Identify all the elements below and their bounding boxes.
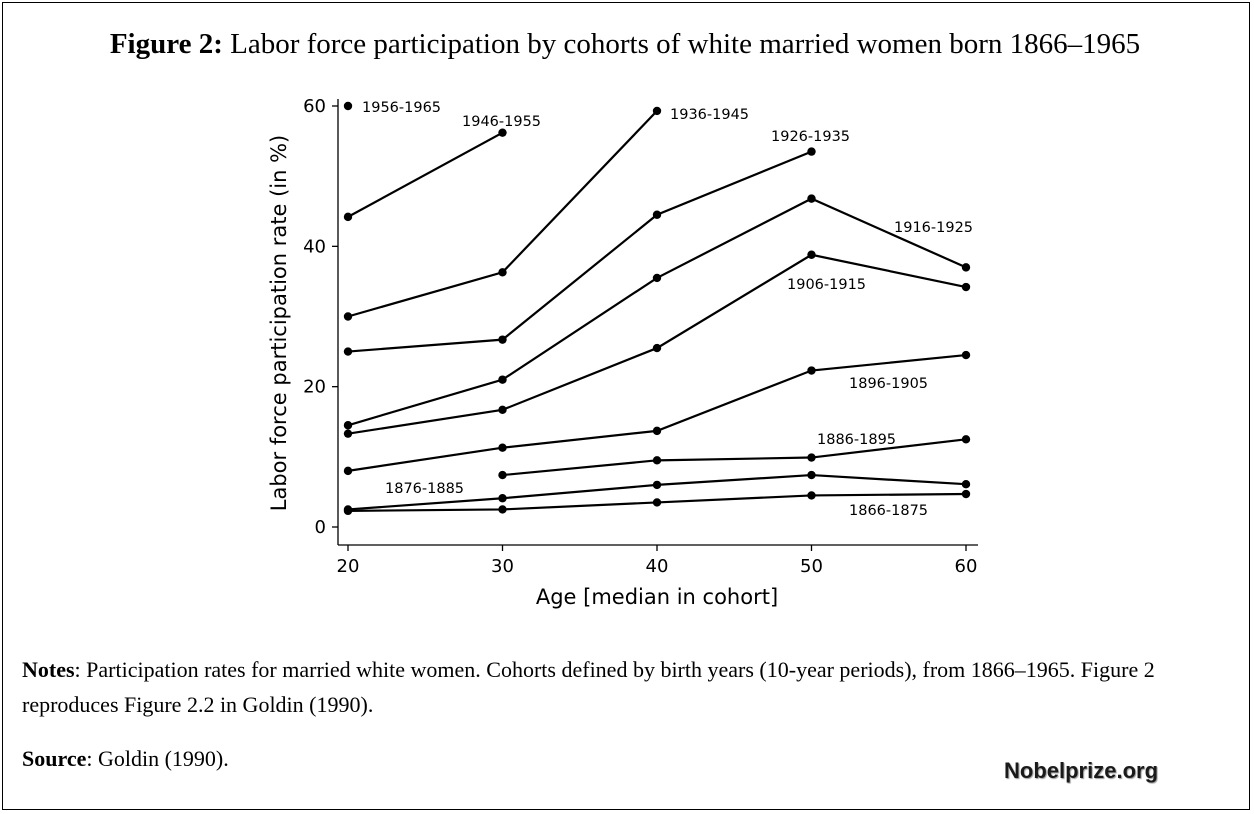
x-tick-label: 40 xyxy=(646,556,669,577)
data-point xyxy=(498,405,507,415)
source-label: Source xyxy=(22,746,87,771)
notes-paragraph: Notes: Participation rates for married w… xyxy=(22,652,1232,722)
y-tick-label: 20 xyxy=(303,377,326,398)
x-tick-label: 30 xyxy=(491,556,514,577)
data-point xyxy=(652,456,662,465)
data-point xyxy=(652,210,662,219)
series-line-1936-1945 xyxy=(347,110,658,318)
series-label-1886-1895: 1886-1895 xyxy=(817,432,896,448)
data-point xyxy=(807,470,816,480)
data-point xyxy=(807,453,816,462)
x-tick-label: 60 xyxy=(955,556,978,577)
data-point xyxy=(343,421,353,430)
data-point xyxy=(498,335,507,344)
series-label-1956-1965: 1956-1965 xyxy=(362,100,441,116)
data-point xyxy=(498,505,507,514)
data-point xyxy=(343,212,353,222)
chart-axes: 20 30 40 50 60 0 20 40 60 xyxy=(303,96,978,577)
figure-title-prefix: Figure 2: xyxy=(109,28,223,60)
y-axis-label: Labor force participation rate (in %) xyxy=(267,135,291,511)
data-point xyxy=(652,498,662,507)
series-label-1916-1925: 1916-1925 xyxy=(894,220,973,236)
y-tick-label: 0 xyxy=(315,517,326,538)
x-tick-label: 50 xyxy=(800,556,823,577)
data-point xyxy=(498,375,507,384)
y-tick-label: 40 xyxy=(303,236,326,257)
line-chart: 20 30 40 50 60 0 20 40 60 1866-1875 1876-1885 1886… xyxy=(267,96,978,609)
data-point xyxy=(807,250,816,259)
data-point xyxy=(807,147,816,156)
data-point xyxy=(343,347,353,356)
nobelprize-logo: Nobelprize.org xyxy=(1004,758,1159,783)
notes-text: : Participation rates for married white … xyxy=(22,657,1155,717)
data-point xyxy=(652,480,662,490)
series-lines xyxy=(347,110,967,512)
data-point xyxy=(807,194,816,203)
source-text: : Goldin (1990). xyxy=(86,746,229,771)
data-point xyxy=(961,479,971,489)
data-point xyxy=(652,343,662,353)
data-point xyxy=(652,106,662,116)
data-point xyxy=(498,470,507,480)
data-point xyxy=(652,273,662,283)
series-label-1906-1915: 1906-1915 xyxy=(787,277,866,293)
data-point xyxy=(961,263,971,272)
notes-label: Notes xyxy=(22,657,75,682)
data-point xyxy=(961,435,971,444)
source-paragraph: Source: Goldin (1990). xyxy=(22,741,1232,776)
data-point xyxy=(498,268,507,277)
series-label-1946-1955: 1946-1955 xyxy=(462,114,541,130)
series-label-1876-1885: 1876-1885 xyxy=(385,481,464,497)
data-point xyxy=(343,505,353,514)
data-point xyxy=(961,489,971,499)
data-point xyxy=(652,426,662,436)
series-line-1896-1905 xyxy=(347,353,967,472)
data-point xyxy=(343,312,353,321)
data-point xyxy=(807,366,816,375)
x-axis-label: Age [median in cohort] xyxy=(536,585,778,609)
series-labels: 1866-1875 1876-1885 1886-1895 1896-1905 1906… xyxy=(362,100,973,519)
series-label-1936-1945: 1936-1945 xyxy=(670,107,749,123)
data-point xyxy=(961,350,971,360)
figure-title-text: Labor force participation by cohorts of … xyxy=(222,28,1141,60)
series-label-1866-1875: 1866-1875 xyxy=(849,503,928,519)
data-point xyxy=(961,282,971,292)
data-point xyxy=(498,494,507,503)
series-label-1896-1905: 1896-1905 xyxy=(849,376,928,392)
x-tick-label: 20 xyxy=(337,556,360,577)
series-line-1886-1895 xyxy=(502,438,967,477)
figure-title: Figure 2: Labor force participation by c… xyxy=(0,28,1250,61)
series-points xyxy=(343,101,971,516)
y-tick-label: 60 xyxy=(303,96,326,117)
data-point xyxy=(807,491,816,500)
data-point xyxy=(343,101,353,111)
data-point xyxy=(498,128,507,137)
data-point xyxy=(343,466,353,476)
series-line-1926-1935 xyxy=(347,150,812,353)
data-point xyxy=(343,429,353,438)
series-line-1946-1955 xyxy=(347,131,504,218)
data-point xyxy=(498,443,507,452)
series-label-1926-1935: 1926-1935 xyxy=(771,129,850,145)
